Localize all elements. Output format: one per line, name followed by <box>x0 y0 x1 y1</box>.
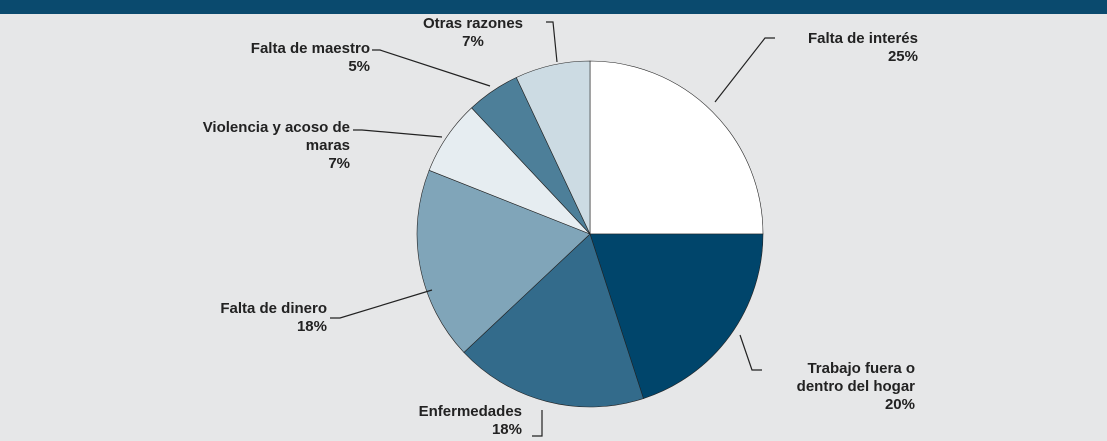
pie-slice <box>589 233 764 399</box>
pie-slice <box>416 169 591 353</box>
leader-line <box>546 21 558 63</box>
leader-line <box>739 334 762 371</box>
leader-line <box>353 129 443 138</box>
category-label: Trabajo fuera o dentro del hogar <box>796 360 915 395</box>
value-label: 7% <box>328 155 350 172</box>
value-label: 18% <box>296 318 327 335</box>
slice-label: Falta de maestro 5% <box>200 40 370 76</box>
category-label: Falta de interés <box>807 30 918 47</box>
leader-line <box>372 49 491 87</box>
slice-label: Falta de dinero 18% <box>167 300 327 336</box>
leader-line <box>532 410 543 437</box>
slice-label: Trabajo fuera o dentro del hogar 20% <box>765 360 915 414</box>
pie-slice <box>589 60 764 235</box>
value-label: 20% <box>884 396 915 413</box>
category-label: Falta de dinero <box>220 300 327 317</box>
category-label: Otras razones <box>422 15 524 32</box>
slice-label: Enfermedades 18% <box>382 403 522 439</box>
value-label: 5% <box>348 58 370 75</box>
leader-line <box>330 289 433 319</box>
category-label: Violencia y acoso de maras <box>202 119 350 154</box>
value-label: 7% <box>462 33 484 50</box>
header-bar <box>0 0 1107 14</box>
leader-line <box>714 37 775 103</box>
slice-label: Violencia y acoso de maras 7% <box>190 119 350 173</box>
category-label: Enfermedades <box>418 403 522 420</box>
value-label: 25% <box>887 48 918 65</box>
slice-label: Otras razones 7% <box>403 15 543 51</box>
category-label: Falta de maestro <box>250 40 370 57</box>
slice-label: Falta de interés 25% <box>758 30 918 66</box>
pie-slice <box>463 233 644 408</box>
pie-slice <box>515 60 591 235</box>
value-label: 18% <box>491 421 522 438</box>
